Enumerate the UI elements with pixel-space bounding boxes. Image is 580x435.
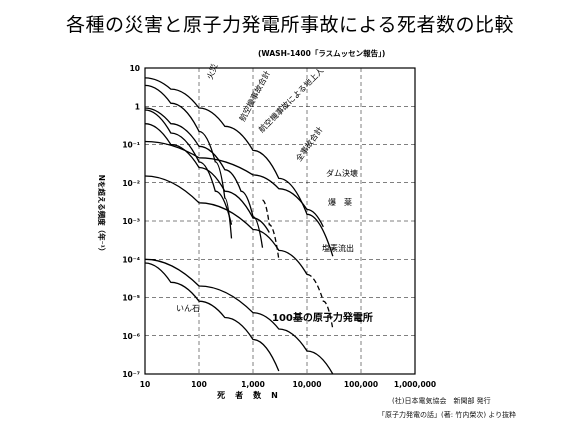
series-annotation-6: 塩素流出 xyxy=(322,243,354,253)
series-line-10 xyxy=(144,262,280,372)
x-tick-label: 100,000 xyxy=(344,380,378,389)
y-tick-label: 10⁻⁶ xyxy=(122,332,140,341)
x-tick-label: 1,000,000 xyxy=(394,380,436,389)
x-tick-label: 10 xyxy=(140,380,150,389)
series-line-5 xyxy=(144,123,270,233)
series-line-9 xyxy=(144,258,334,375)
x-tick-label: 1,000 xyxy=(241,380,265,389)
y-tick-label: 10⁻⁷ xyxy=(122,370,140,379)
series-annotation-3: 全事故合計 xyxy=(293,125,324,164)
series-annotation-8: 100基の原子力発電所 xyxy=(272,311,373,324)
grid xyxy=(145,68,415,374)
series-line-3 xyxy=(144,109,233,225)
series-line-1 xyxy=(144,84,233,239)
y-tick-label: 10⁻⁴ xyxy=(122,255,140,264)
series-annotation-5: 爆 薬 xyxy=(328,197,352,207)
series-group xyxy=(144,77,334,375)
series-annotation-4: ダム決壊 xyxy=(326,168,358,178)
series-line-0 xyxy=(144,77,334,257)
x-tick-label: 10,000 xyxy=(293,380,322,389)
slide-title: 各種の災害と原子力発電所事故による死者数の比較 xyxy=(66,14,514,36)
series-annotation-7: いん石 xyxy=(176,304,200,313)
source-note: (WASH-1400「ラスムッセン報告」) xyxy=(258,48,385,58)
axes: 10 100 1,000 10,000 100,000 1,000,000 10 1 10⁻¹ 1… xyxy=(122,64,436,389)
y-axis-label: Nを超える頻度（年⁻¹） xyxy=(97,175,107,256)
footnote-publisher: (社)日本電気協会 新聞部 発行 xyxy=(392,397,491,405)
y-tick-label: 10⁻¹ xyxy=(122,141,140,150)
series-line-2 xyxy=(144,107,264,248)
x-tick-label: 100 xyxy=(191,380,207,389)
plot-frame xyxy=(144,67,416,375)
series-line-8 xyxy=(262,199,280,260)
y-tick-label: 10⁻⁵ xyxy=(122,294,140,303)
y-tick-label: 10⁻³ xyxy=(122,217,140,226)
series-annotation-0: 火災 xyxy=(205,63,219,81)
x-axis-label: 死 者 数 N xyxy=(216,390,279,400)
series-line-7 xyxy=(306,273,334,330)
footnote-book: 「原子力発電の話」(著: 竹内榮次) より抜粋 xyxy=(378,411,517,419)
y-tick-label: 10⁻² xyxy=(122,179,140,188)
y-tick-label: 10 xyxy=(130,64,140,73)
series-line-6 xyxy=(144,175,308,275)
series-annotation-1: 航空機事故合計 xyxy=(237,69,272,123)
y-tick-label: 1 xyxy=(135,102,140,111)
series-line-4 xyxy=(144,140,324,228)
